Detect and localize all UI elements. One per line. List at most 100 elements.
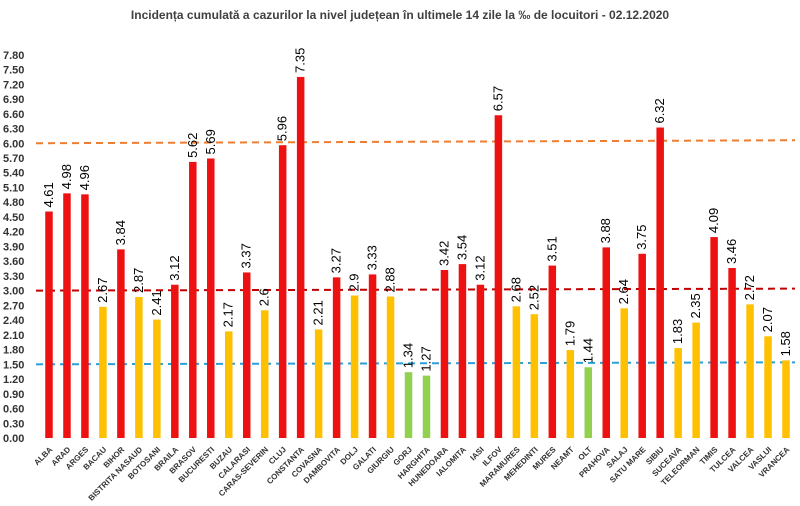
data-label: 6.32: [652, 98, 667, 123]
data-label: 7.35: [293, 48, 308, 73]
reference-line: [35, 287, 796, 292]
data-labels: 4.614.98 4.962.673.842.872.413.125.62 5.69…: [41, 48, 793, 372]
bar: [81, 194, 89, 438]
chart-title: Incidența cumulată a cazurilor la nivel …: [130, 8, 670, 22]
bar: [530, 314, 539, 438]
data-label: 3.33: [365, 245, 380, 270]
data-label: 1.83: [670, 319, 685, 344]
y-tick-label: 3.90: [3, 241, 24, 253]
bar: [512, 306, 521, 438]
bar: [728, 268, 736, 438]
y-tick-label: 1.50: [3, 359, 24, 371]
bar: [584, 367, 593, 438]
data-label: 4.61: [41, 182, 56, 207]
y-tick-label: 2.70: [3, 300, 24, 312]
bar: [764, 336, 772, 438]
bar: [476, 284, 485, 438]
data-label: 4.96: [77, 165, 92, 190]
bar: [189, 161, 197, 439]
data-label: 6.57: [490, 86, 505, 111]
y-tick-label: 4.20: [3, 227, 24, 239]
y-tick-label: 5.70: [3, 153, 24, 165]
data-label: 1.27: [418, 346, 433, 371]
data-label: 3.51: [544, 236, 559, 261]
bar: [135, 297, 143, 438]
bar: [746, 304, 754, 438]
bar: [314, 329, 323, 438]
y-tick-label: 7.20: [3, 79, 24, 91]
bar: [602, 247, 610, 438]
bar: [278, 145, 287, 438]
data-label: 1.34: [401, 343, 416, 368]
data-label: 3.54: [454, 235, 469, 260]
data-label: 2.72: [742, 275, 757, 300]
bar: [548, 265, 557, 438]
data-label: 3.12: [472, 255, 487, 280]
data-label: 2.17: [221, 302, 236, 327]
data-label: 2.67: [95, 278, 110, 303]
data-label: 5.96: [275, 116, 290, 141]
y-tick-label: 4.50: [3, 212, 24, 224]
reference-line: [35, 139, 796, 145]
bar: [242, 272, 251, 438]
bar: [153, 319, 161, 438]
y-tick-label: 6.60: [3, 109, 24, 121]
data-label: 2.87: [131, 268, 146, 293]
data-label: 3.46: [724, 239, 739, 264]
bar: [404, 372, 413, 438]
data-label: 3.37: [239, 243, 254, 268]
bar: [620, 308, 628, 438]
bars: [45, 76, 790, 439]
data-label: 3.75: [634, 224, 649, 249]
bar: [260, 310, 269, 438]
y-tick-label: 6.00: [3, 138, 24, 150]
y-tick-label: 1.80: [3, 345, 24, 357]
data-label: 2.88: [383, 267, 398, 292]
data-label: 2.41: [149, 290, 164, 315]
bar: [494, 115, 503, 438]
bar: [692, 322, 700, 438]
reference-lines: [35, 139, 796, 366]
bar: [386, 296, 395, 438]
bar: [458, 264, 467, 438]
y-tick-label: 3.60: [3, 256, 24, 268]
data-label: 2.9: [347, 273, 362, 291]
bar: [350, 295, 359, 438]
data-label: 4.98: [59, 164, 74, 189]
bar: [207, 158, 215, 438]
bar: [710, 237, 718, 438]
data-label: 1.44: [580, 338, 595, 363]
bar: [45, 211, 53, 438]
y-tick-label: 6.30: [3, 124, 24, 136]
data-label: 3.42: [436, 241, 451, 266]
bar: [782, 360, 790, 438]
bar: [368, 274, 377, 438]
data-label: 2.52: [526, 285, 541, 310]
bar: [225, 331, 233, 438]
data-label: 3.88: [598, 218, 613, 243]
y-tick-label: 0.90: [3, 389, 24, 401]
y-tick-label: 2.40: [3, 315, 24, 327]
bar: [296, 76, 305, 439]
bar: [171, 284, 179, 438]
y-axis: 0.00 0.30 0.60 0.90 1.20 1.50 1.80 2.10 2.40 2.70…: [3, 50, 24, 445]
y-tick-label: 7.80: [3, 50, 24, 62]
data-label: 5.62: [185, 133, 200, 158]
data-label: 1.79: [562, 321, 577, 346]
data-label: 2.6: [257, 288, 272, 306]
y-tick-label: 5.10: [3, 182, 24, 194]
data-label: 5.69: [203, 129, 218, 154]
y-tick-label: 0.60: [3, 404, 24, 416]
data-label: 4.09: [706, 208, 721, 233]
y-tick-label: 5.40: [3, 168, 24, 180]
data-label: 2.07: [760, 307, 775, 332]
y-tick-label: 3.00: [3, 286, 24, 298]
bar: [638, 253, 646, 438]
data-label: 2.21: [311, 300, 326, 325]
data-label: 2.68: [508, 277, 523, 302]
bar: [63, 193, 71, 438]
data-label: 2.35: [688, 293, 703, 318]
data-label: 3.12: [167, 255, 182, 280]
